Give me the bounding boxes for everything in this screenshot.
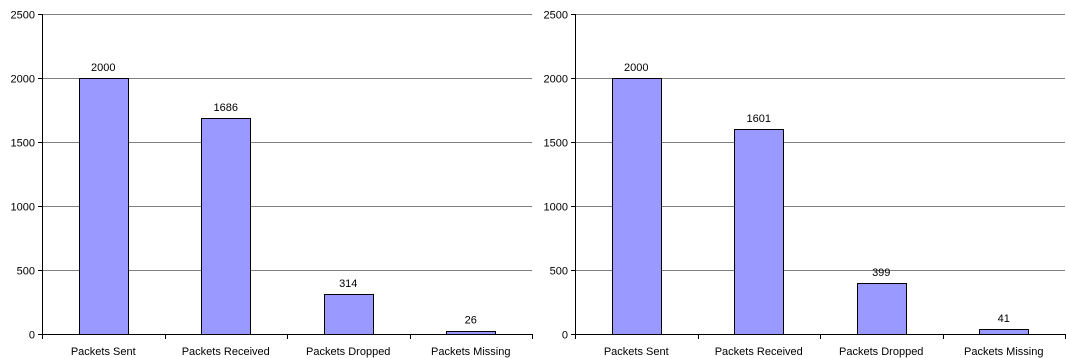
chart-left: 0 500 1000 1500 2000 2500 2000 Packets Sent 1686… (11, 10, 533, 358)
right-bar-packets-received (734, 129, 784, 335)
right-y-tick-label: 0 (562, 330, 568, 342)
left-category-label: Packets Missing (431, 346, 510, 358)
right-category-label: Packets Sent (604, 346, 669, 358)
right-y-tick-label: 2500 (544, 10, 568, 22)
left-y-tick-label: 2000 (11, 74, 35, 86)
right-category-label: Packets Missing (964, 346, 1043, 358)
right-bar-packets-sent (612, 78, 662, 335)
chart-right: 0 500 1000 1500 2000 2500 2000 Packets Sent 1601… (533, 0, 1066, 358)
right-category-label: Packets Dropped (839, 346, 923, 358)
right-y-tick-label: 500 (550, 266, 568, 278)
left-bar-packets-received (201, 118, 251, 335)
left-bar-packets-sent (79, 78, 129, 335)
left-y-tick-label: 0 (29, 330, 35, 342)
left-data-label: 1686 (214, 102, 238, 114)
right-y-tick-label: 1500 (544, 138, 568, 150)
right-data-label: 2000 (624, 62, 648, 74)
left-y-tick-label: 500 (17, 266, 35, 278)
left-category-label: Packets Received (182, 346, 270, 358)
right-data-label: 399 (872, 267, 890, 279)
right-bar-packets-missing (979, 329, 1029, 335)
left-data-label: 314 (339, 278, 357, 290)
left-category-label: Packets Dropped (306, 346, 390, 358)
left-y-tick-label: 2500 (11, 10, 35, 22)
left-bar-packets-dropped (324, 294, 374, 335)
bar-chart-left: 0 500 1000 1500 2000 2500 2000 Packets Sent 1686… (11, 10, 533, 358)
right-data-label: 41 (998, 313, 1010, 325)
bar-chart-right: 0 500 1000 1500 2000 2500 2000 Packets Sent 1601… (544, 10, 1066, 358)
left-y-tick-label: 1000 (11, 202, 35, 214)
left-category-label: Packets Sent (71, 346, 136, 358)
right-bar-packets-dropped (857, 283, 907, 335)
right-y-tick-label: 2000 (544, 74, 568, 86)
right-y-tick-label: 1000 (544, 202, 568, 214)
right-category-label: Packets Received (715, 346, 803, 358)
left-data-label: 2000 (91, 62, 115, 74)
left-data-label: 26 (465, 315, 477, 327)
left-y-tick-label: 1500 (11, 138, 35, 150)
right-data-label: 1601 (747, 113, 771, 125)
left-bar-packets-missing (446, 331, 496, 335)
